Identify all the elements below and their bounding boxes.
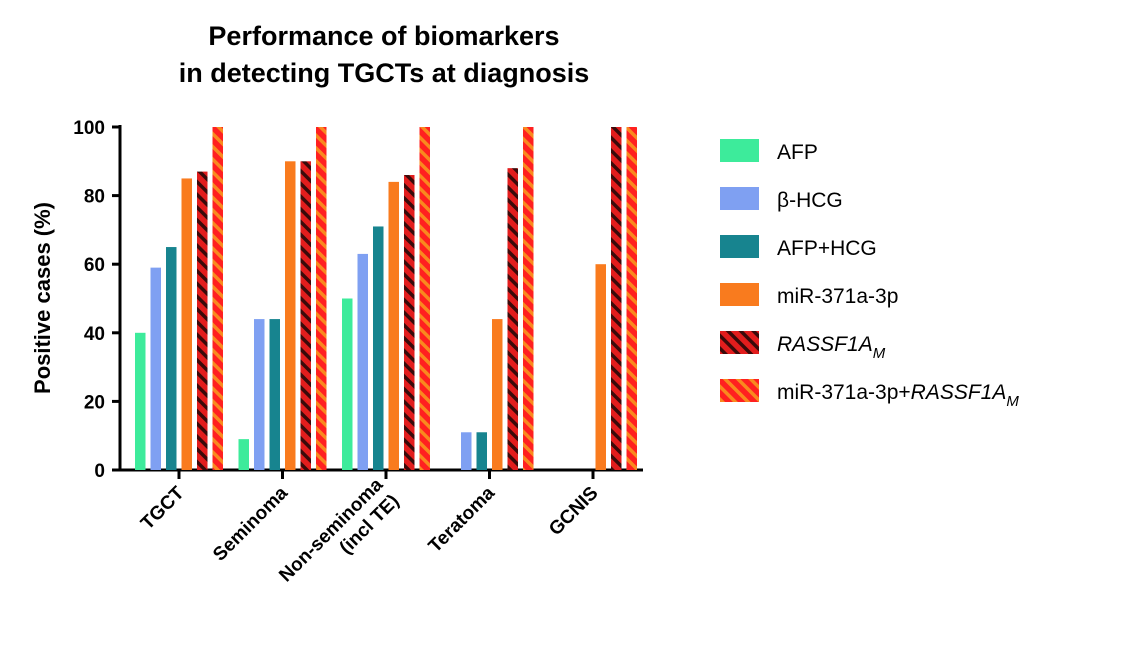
legend-label: miR-371a-3p xyxy=(777,285,898,308)
x-tick-label-line: Teratoma xyxy=(425,482,500,557)
bars xyxy=(135,127,637,471)
bar xyxy=(212,127,223,470)
bar xyxy=(166,247,177,470)
legend-label-name: AFP xyxy=(777,141,818,164)
bar xyxy=(461,432,472,470)
bar xyxy=(197,171,208,470)
bar xyxy=(181,178,192,470)
y-axis-label: Positive cases (%) xyxy=(30,202,55,394)
x-tick-label-line: GCNIS xyxy=(545,483,602,540)
y-tick-label: 80 xyxy=(84,187,105,208)
bar xyxy=(357,253,368,470)
legend-label-name: AFP+HCG xyxy=(777,237,877,260)
y-tick-label: 40 xyxy=(84,324,105,345)
legend-swatch xyxy=(720,187,759,210)
y-tick-label: 0 xyxy=(94,461,105,482)
y-ticks: 0 20 40 60 80 100 xyxy=(73,118,120,482)
legend-label: RASSF1AM xyxy=(777,333,886,362)
chart-title-line-2: in detecting TGCTs at diagnosis xyxy=(179,58,590,88)
x-tick-label: Teratoma xyxy=(425,482,500,557)
legend-label: AFP+HCG xyxy=(777,237,877,260)
legend-label-name: RASSF1A xyxy=(777,333,873,356)
legend-label-name: RASSF1A xyxy=(911,381,1007,404)
legend-label-prefix: miR-371a-3p+ xyxy=(777,381,911,404)
bar xyxy=(626,127,637,470)
bar xyxy=(476,432,487,470)
y-tick-label: 100 xyxy=(73,118,105,139)
bar xyxy=(150,267,161,470)
bar xyxy=(595,264,606,470)
x-tick-label-line: Seminoma xyxy=(209,482,292,565)
bar xyxy=(300,161,311,471)
legend-label: β-HCG xyxy=(777,189,843,212)
legend-swatch xyxy=(720,379,759,402)
legend-swatch xyxy=(720,283,759,306)
bar xyxy=(254,319,265,470)
x-tick-label: Seminoma xyxy=(209,482,292,565)
legend-label-name: β-HCG xyxy=(777,189,843,212)
legend-label: miR-371a-3p+RASSF1AM xyxy=(777,381,1019,410)
chart-title-line-1: Performance of biomarkers xyxy=(208,21,559,51)
bar xyxy=(373,226,384,470)
x-tick-label: GCNIS xyxy=(545,483,602,540)
y-tick-label: 60 xyxy=(84,255,105,276)
bar xyxy=(238,439,249,470)
legend-label-name: miR-371a-3p xyxy=(777,285,898,308)
x-tick-label: Non-seminoma(incl TE) xyxy=(275,474,403,602)
legend-swatch xyxy=(720,331,759,354)
bar xyxy=(269,319,280,470)
bar xyxy=(419,127,430,470)
x-tick-label-line: TGCT xyxy=(137,482,189,534)
legend-label-subscript: M xyxy=(1006,393,1019,410)
bar xyxy=(388,181,399,470)
bar xyxy=(342,298,353,470)
bar xyxy=(316,127,327,470)
bar xyxy=(523,127,534,470)
bar xyxy=(492,319,503,470)
legend-label-subscript: M xyxy=(873,345,886,362)
bar xyxy=(507,168,518,470)
bar xyxy=(135,332,146,470)
bar xyxy=(611,127,622,470)
legend-swatch xyxy=(720,139,759,162)
legend-label: AFP xyxy=(777,141,818,164)
x-tick-label: TGCT xyxy=(137,482,189,534)
legend: AFPβ-HCGAFP+HCGmiR-371a-3pRASSF1AMmiR-37… xyxy=(720,139,1019,410)
bar xyxy=(285,161,296,471)
bar xyxy=(404,175,415,470)
legend-swatch xyxy=(720,235,759,258)
y-tick-label: 20 xyxy=(84,392,105,413)
